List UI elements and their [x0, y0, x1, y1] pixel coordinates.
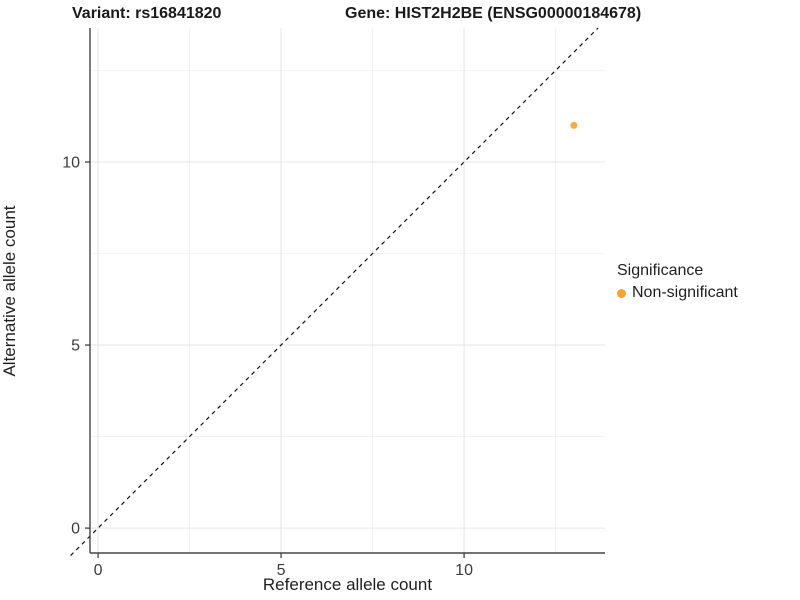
y-tick-label: 10	[62, 154, 80, 171]
legend: Significance Non-significant	[617, 262, 738, 302]
y-tick-label: 5	[71, 338, 80, 355]
data-point	[570, 121, 578, 129]
y-axis-title: Alternative allele count	[0, 205, 19, 377]
y-tick-label: 0	[71, 521, 80, 538]
legend-item-non-significant: Non-significant	[617, 284, 738, 302]
gene-title: Gene: HIST2H2BE (ENSG00000184678)	[345, 5, 642, 22]
x-tick-label: 5	[277, 562, 286, 579]
x-tick-label: 10	[455, 562, 473, 579]
legend-point-icon	[617, 288, 626, 298]
legend-item-label: Non-significant	[632, 284, 738, 301]
x-axis-title: Reference allele count	[262, 575, 433, 594]
variant-title: Variant: rs16841820	[72, 5, 222, 22]
legend-title: Significance	[617, 262, 704, 279]
identity-dashed-line	[70, 27, 599, 556]
x-tick-label: 0	[94, 562, 103, 579]
